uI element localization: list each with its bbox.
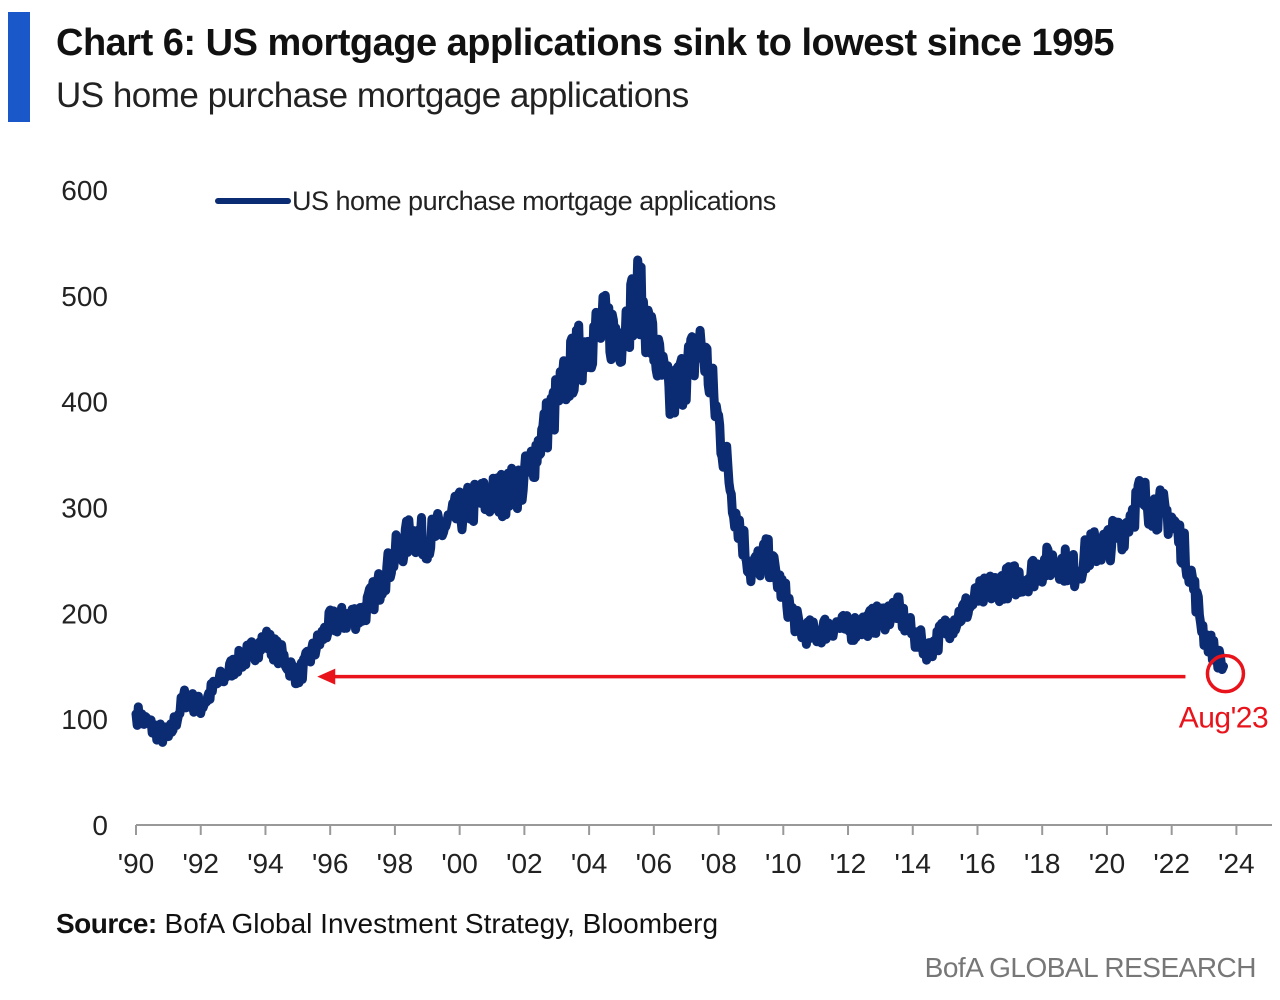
source-text: BofA Global Investment Strategy, Bloombe… (164, 908, 719, 939)
x-tick-label: '08 (700, 848, 737, 879)
annotation-arrowhead (317, 668, 336, 685)
x-tick-label: '14 (895, 848, 932, 879)
source-note: Source: BofA Global Investment Strategy,… (56, 908, 718, 940)
line-chart: 0 100 200 300 400 500 600 '90 '92 '94 '96 '98 '00 '0… (61, 175, 1272, 879)
x-tick-label: '96 (312, 848, 349, 879)
annotation: Aug'23 (317, 653, 1269, 735)
legend: US home purchase mortgage applications (215, 186, 776, 216)
x-tick-label: '24 (1218, 848, 1255, 879)
x-tick-label: '16 (959, 848, 996, 879)
x-tick-label: '02 (506, 848, 543, 879)
annotation-label: Aug'23 (1179, 702, 1268, 735)
page-title: Chart 6: US mortgage applications sink t… (56, 22, 1115, 64)
x-tick-label: '90 (118, 848, 155, 879)
y-tick-label: 400 (61, 387, 108, 418)
legend-label: US home purchase mortgage applications (292, 186, 776, 216)
x-tick-label: '92 (182, 848, 219, 879)
y-tick-label: 0 (92, 810, 108, 841)
y-axis: 0 100 200 300 400 500 600 (61, 175, 108, 841)
x-tick-label: '18 (1024, 848, 1061, 879)
y-tick-label: 300 (61, 493, 108, 524)
page-subtitle: US home purchase mortgage applications (56, 76, 689, 115)
x-tick-label: '04 (571, 848, 608, 879)
accent-bar (8, 12, 30, 122)
annotation-circle (1205, 653, 1246, 694)
y-tick-label: 200 (61, 598, 108, 629)
x-tick-label: '06 (636, 848, 673, 879)
y-tick-label: 100 (61, 704, 108, 735)
x-tick-label: '12 (830, 848, 867, 879)
footer-brand: BofA GLOBAL RESEARCH (924, 952, 1257, 983)
series-line (131, 255, 1228, 747)
x-tick-label: '10 (765, 848, 802, 879)
x-tick-label: '20 (1089, 848, 1126, 879)
x-tick-label: '00 (441, 848, 478, 879)
y-tick-label: 600 (61, 175, 108, 206)
x-tick-label: '98 (377, 848, 414, 879)
x-tick-label: '22 (1153, 848, 1190, 879)
x-axis: '90 '92 '94 '96 '98 '00 '02 '04 '06 '08 '10 '12 '14 '… (118, 825, 1255, 879)
source-label: Source: (56, 908, 157, 939)
y-tick-label: 500 (61, 281, 108, 312)
x-tick-label: '94 (247, 848, 284, 879)
